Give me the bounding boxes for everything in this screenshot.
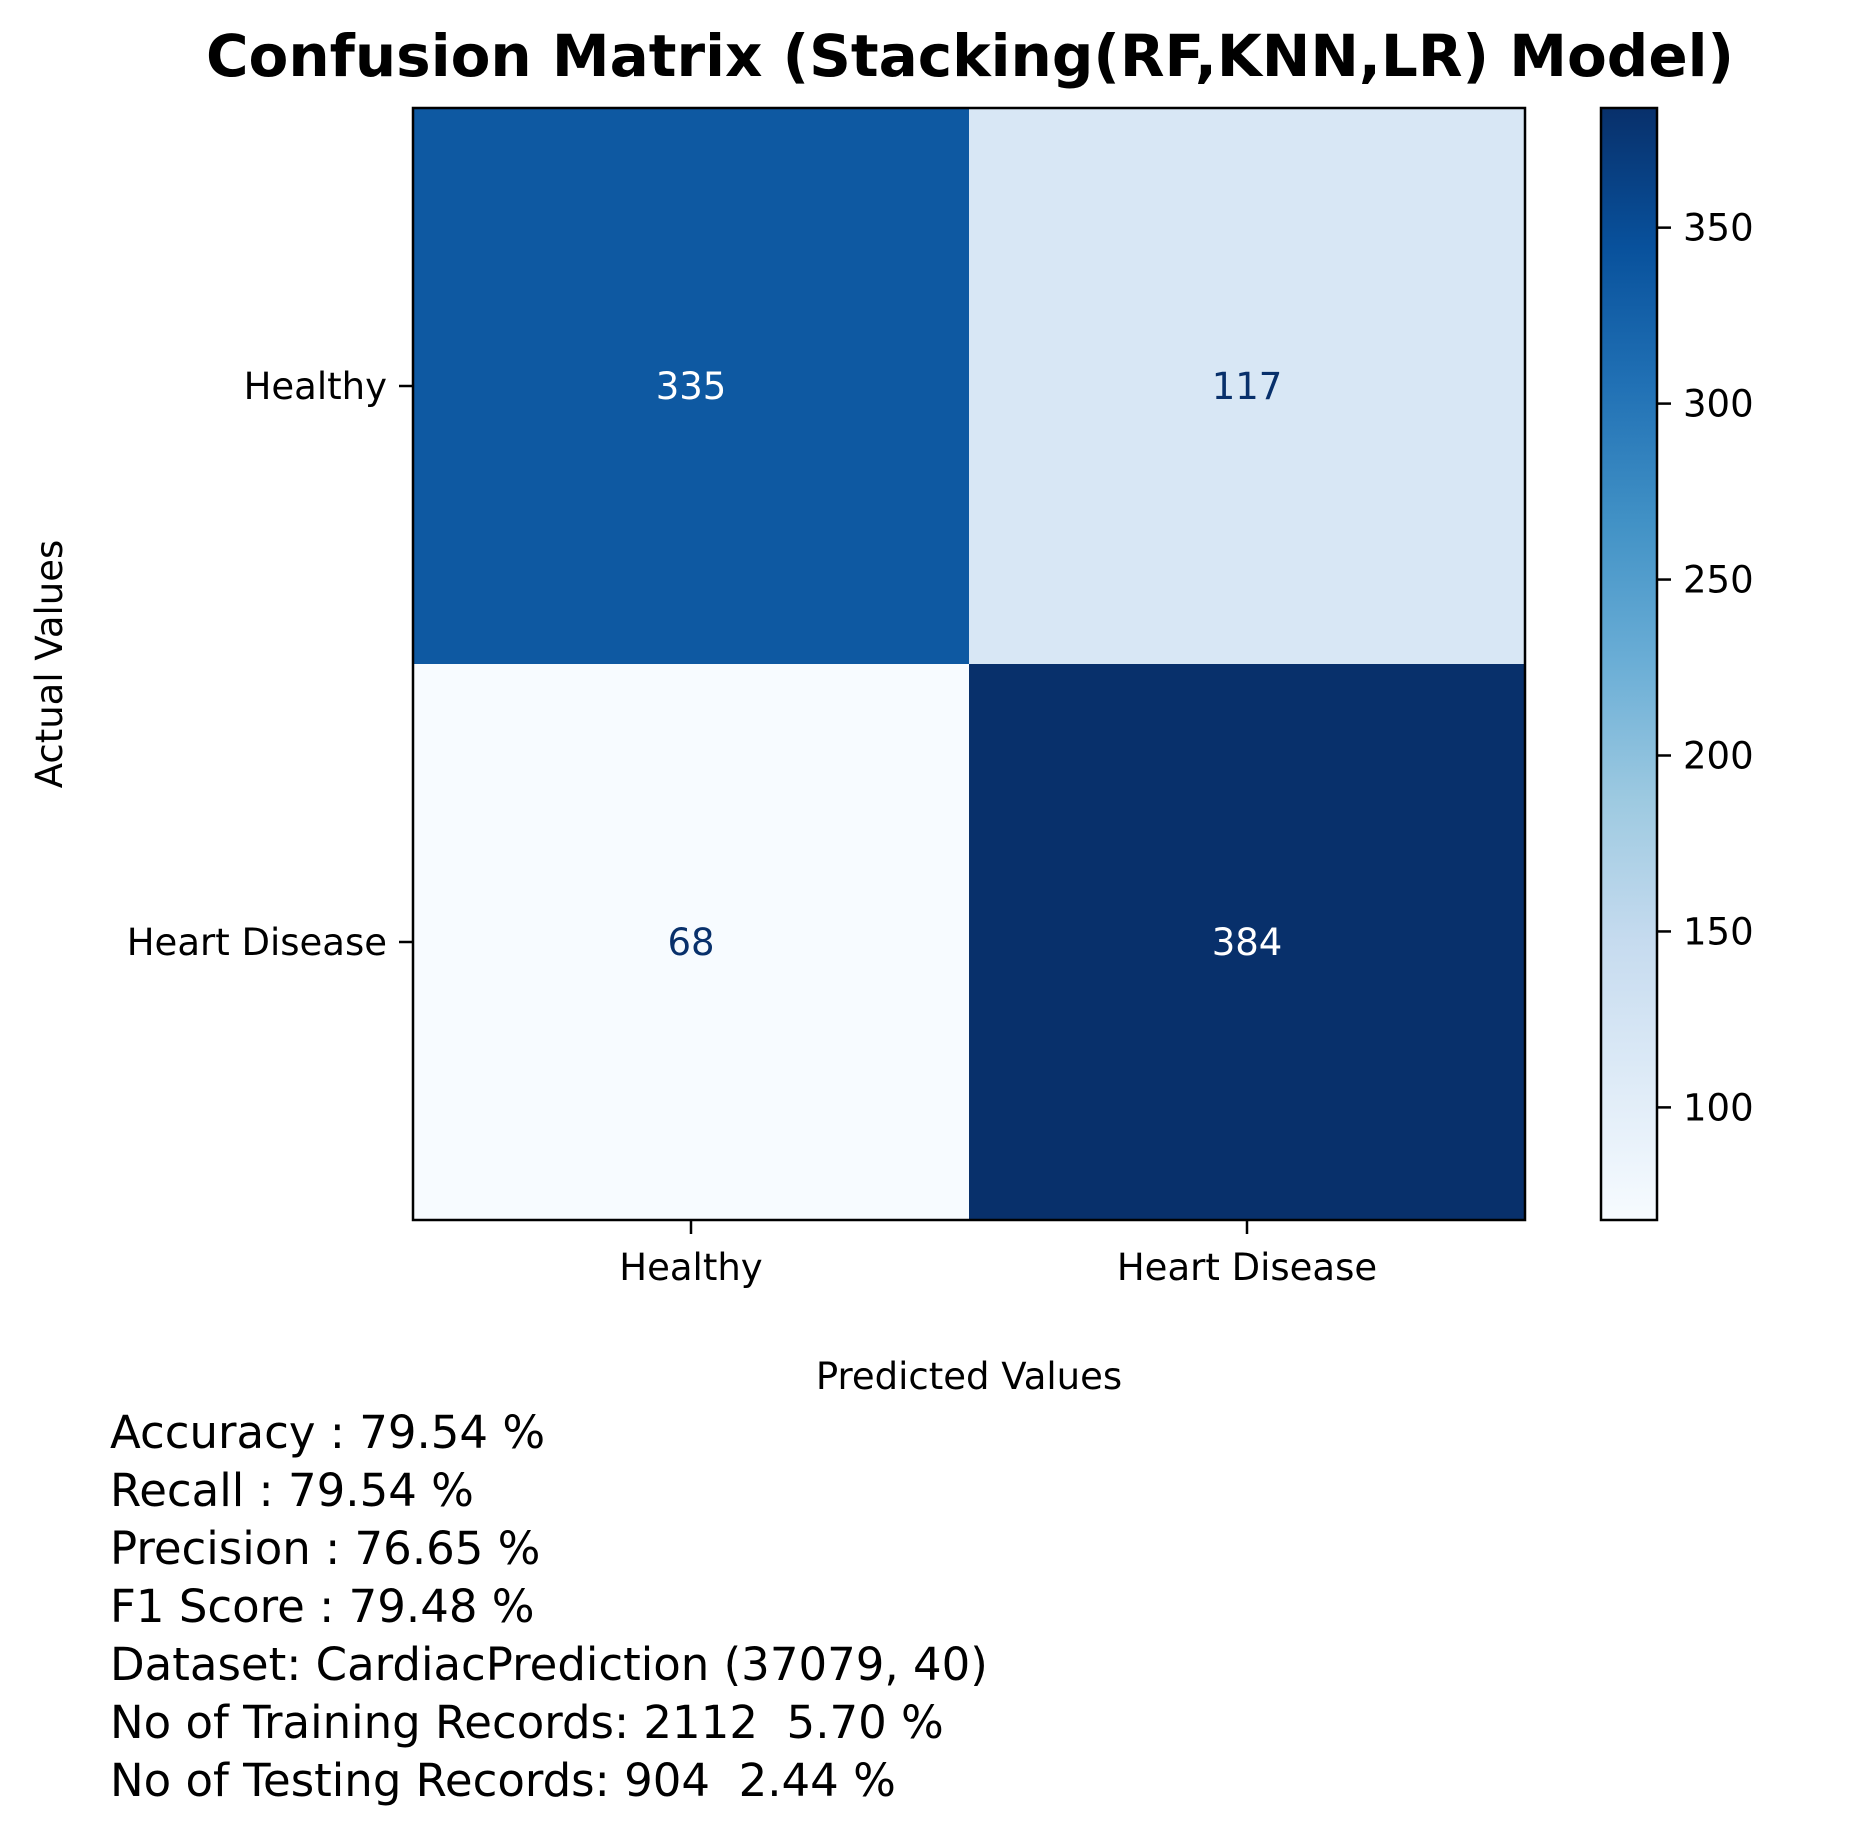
heatmap-cell — [969, 108, 1526, 665]
colorbar-ticks: 100 150 200 250 300 350 — [1657, 207, 1754, 1129]
y-tick-label: Heart Disease — [127, 921, 387, 964]
y-axis-ticks: Healthy Heart Disease — [127, 365, 413, 964]
x-axis-label: Predicted Values — [816, 1355, 1122, 1398]
dataset-text: Dataset: CardiacPrediction (37079, 40) — [110, 1638, 988, 1691]
x-axis-ticks: Healthy Heart Disease — [619, 1220, 1377, 1289]
f1-score-text: F1 Score : 79.48 % — [110, 1580, 535, 1633]
y-axis-label: Actual Values — [28, 540, 71, 789]
heatmap-cell-labels: 335 117 68 384 — [656, 365, 1283, 964]
cell-value-label: 335 — [656, 365, 727, 408]
plot-frame — [411, 106, 1527, 1222]
testing-records-text: No of Testing Records: 904 2.44 % — [110, 1754, 896, 1807]
cell-value-label: 384 — [1212, 921, 1283, 964]
metrics-panel: Accuracy : 79.54 % Recall : 79.54 % Prec… — [110, 1404, 1310, 1810]
recall-text: Recall : 79.54 % — [110, 1464, 474, 1517]
confusion-matrix-chart: Confusion Matrix (Stacking(RF,KNN,LR) Mo… — [28, 22, 1754, 1398]
colorbar-tick-label: 150 — [1683, 910, 1754, 953]
colorbar — [1599, 106, 1659, 1222]
x-tick-label: Healthy — [619, 1246, 762, 1289]
colorbar-tick-label: 350 — [1683, 207, 1754, 250]
colorbar-tick-label: 300 — [1683, 383, 1754, 426]
chart-title: Confusion Matrix (Stacking(RF,KNN,LR) Mo… — [206, 22, 1734, 90]
colorbar-tick-label: 200 — [1683, 734, 1754, 777]
accuracy-text: Accuracy : 79.54 % — [110, 1406, 546, 1459]
cell-value-label: 117 — [1212, 365, 1283, 408]
heatmap-cell — [413, 664, 970, 1221]
colorbar-tick-label: 100 — [1683, 1086, 1754, 1129]
heatmap-cell — [413, 108, 970, 665]
cell-value-label: 68 — [667, 921, 714, 964]
heatmap-cell — [969, 664, 1526, 1221]
precision-text: Precision : 76.65 % — [110, 1522, 541, 1575]
heatmap-cells — [413, 108, 1526, 1221]
training-records-text: No of Training Records: 2112 5.70 % — [110, 1696, 944, 1749]
colorbar-tick-label: 250 — [1683, 559, 1754, 602]
y-tick-label: Healthy — [244, 365, 387, 408]
x-tick-label: Heart Disease — [1117, 1246, 1377, 1289]
